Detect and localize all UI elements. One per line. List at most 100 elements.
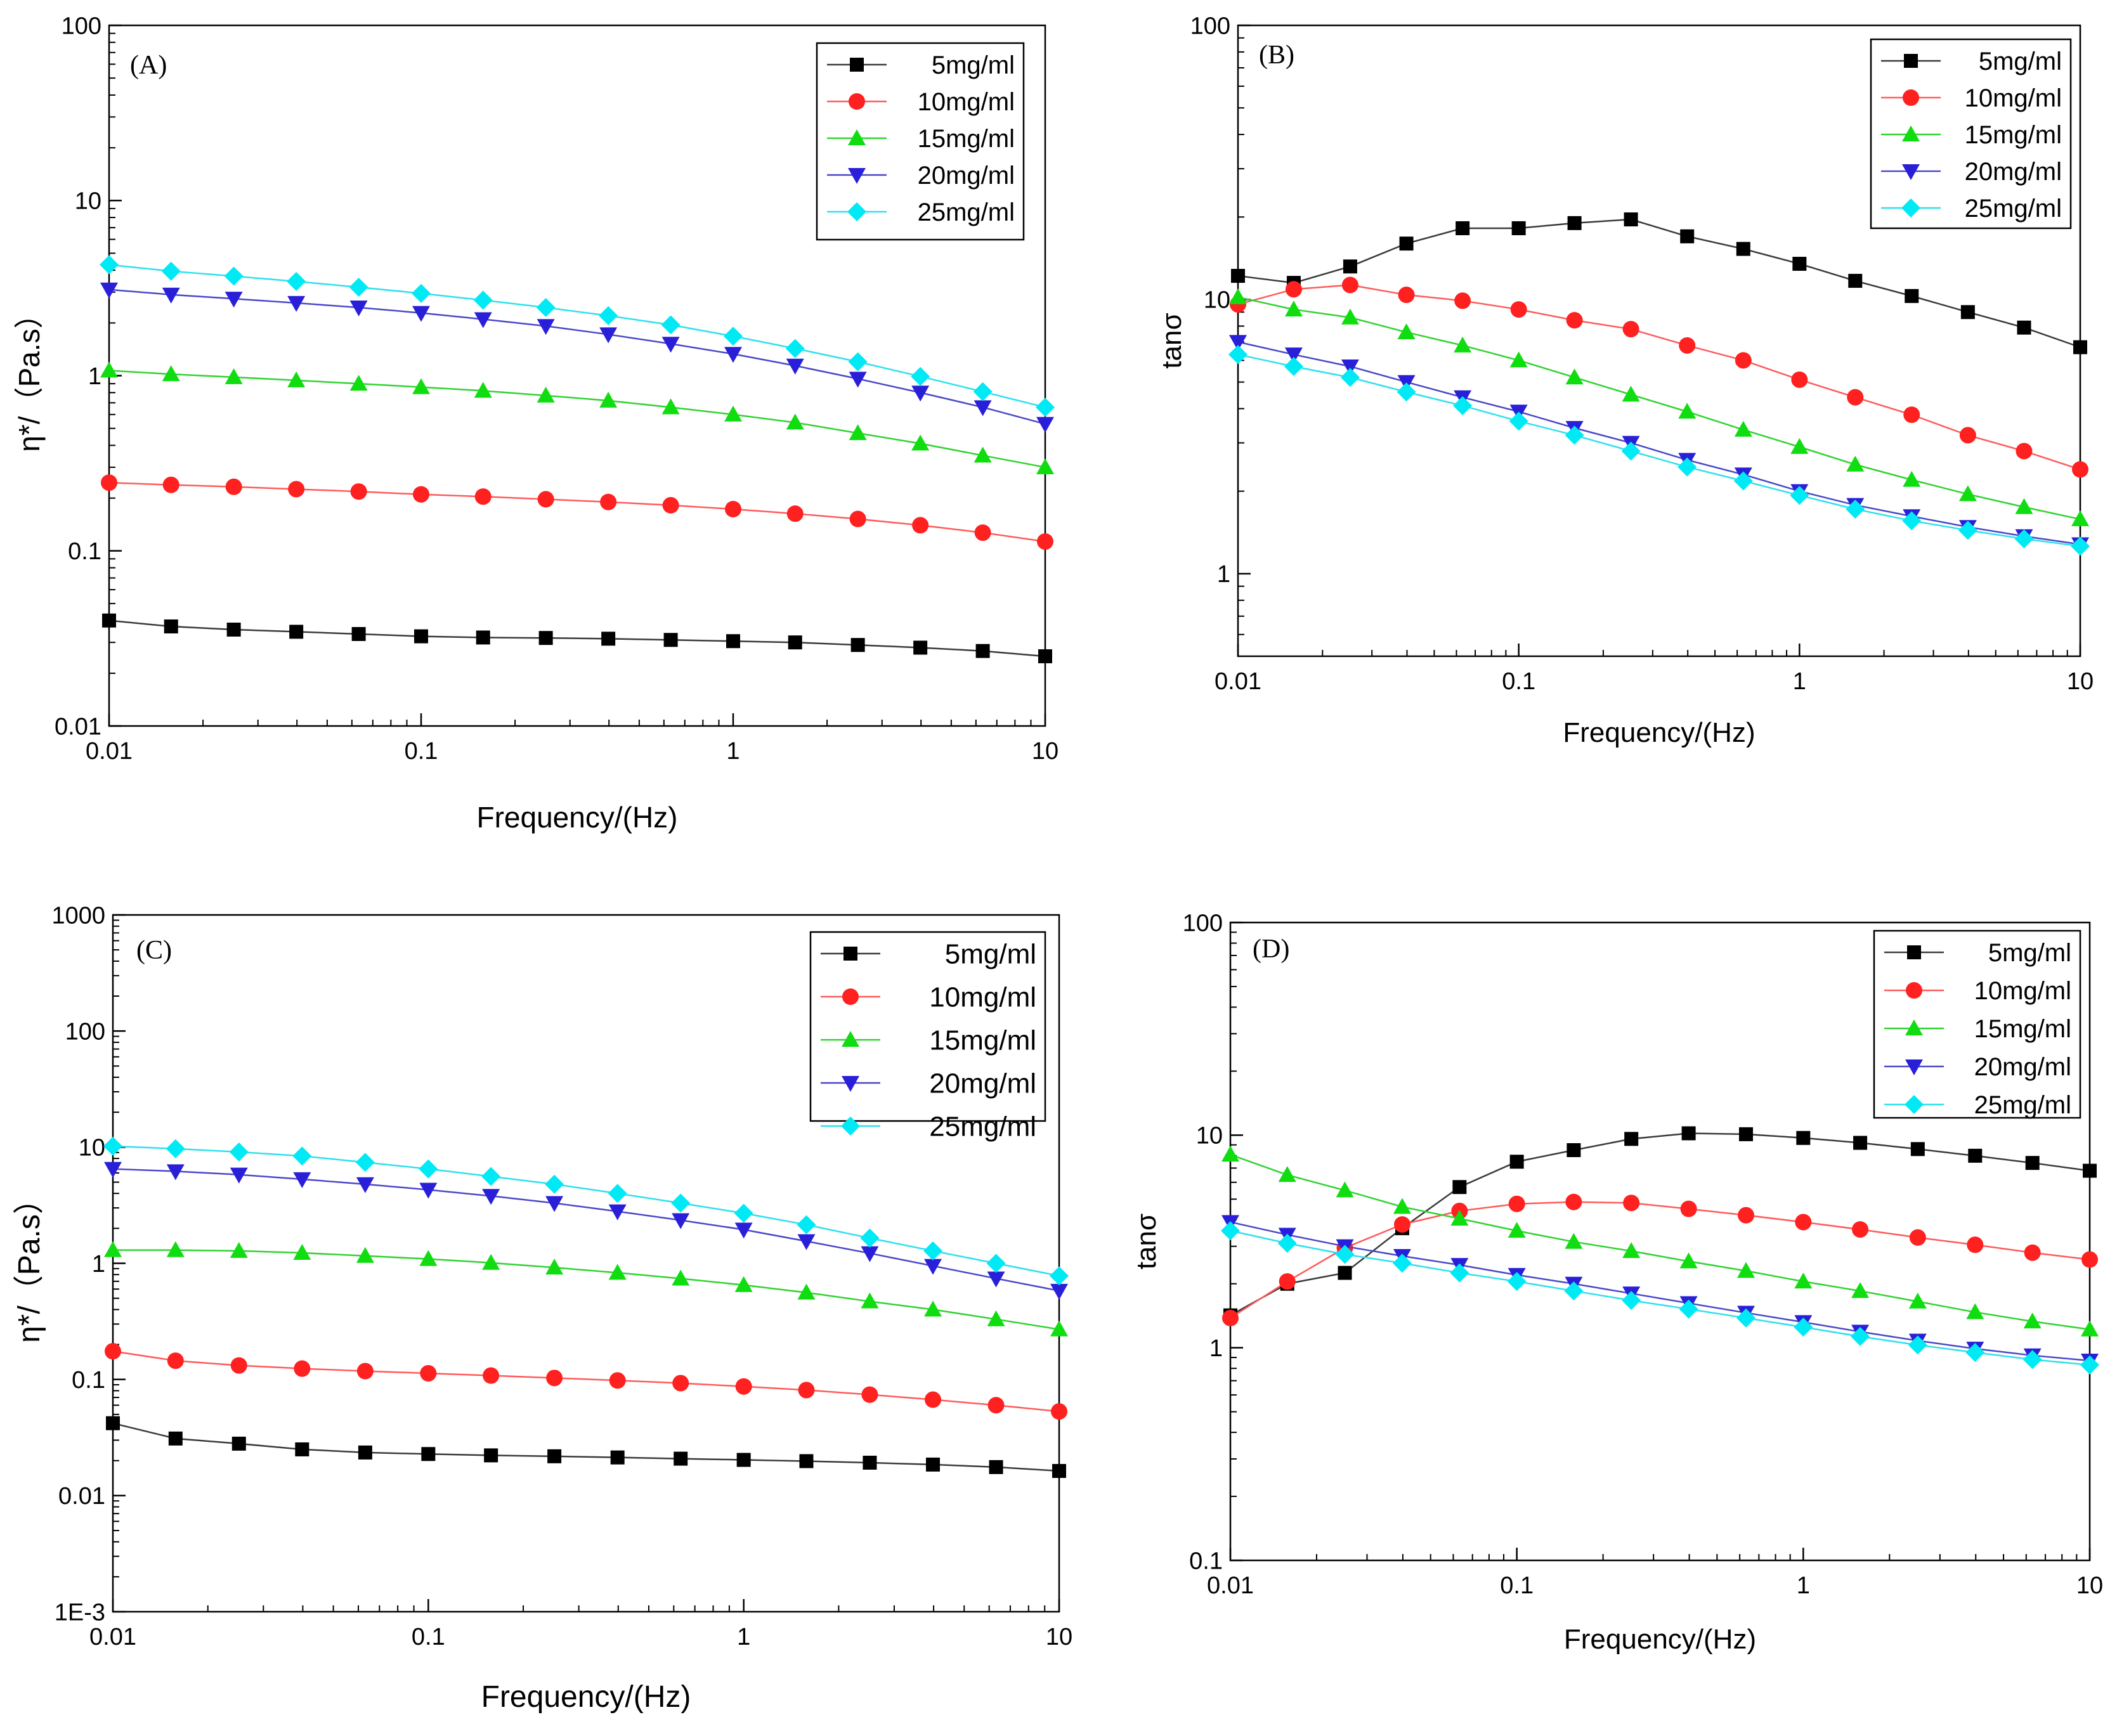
data-point	[295, 1442, 309, 1456]
series-25mg/ml	[1221, 1221, 2099, 1375]
data-point	[1452, 1180, 1467, 1195]
legend-label: 15mg/ml	[929, 1025, 1036, 1056]
data-point	[1284, 347, 1303, 364]
data-point	[1567, 1143, 1581, 1158]
data-point	[1958, 521, 1977, 540]
legend-label: 15mg/ml	[1965, 121, 2062, 149]
data-point	[1397, 323, 1416, 339]
data-point	[671, 1193, 691, 1213]
series-line	[112, 1145, 1060, 1277]
data-point	[1393, 1198, 1411, 1214]
data-point	[849, 424, 867, 441]
series-line	[108, 264, 1046, 408]
legend-item: 20mg/ml	[1881, 158, 2062, 186]
data-point	[289, 625, 304, 639]
data-point	[545, 1259, 564, 1275]
data-point	[1851, 1282, 1870, 1299]
data-point	[2081, 1251, 2098, 1268]
data-point	[1450, 1263, 1469, 1283]
series-5mg/ml	[1223, 1126, 2097, 1323]
y-axis-title: η*/（Pa.s）	[13, 299, 46, 451]
y-tick-label: 1	[88, 363, 101, 390]
x-tick-label: 1	[726, 738, 739, 765]
data-point	[1679, 337, 1696, 354]
data-point	[229, 1142, 249, 1162]
y-tick-label: 10	[79, 1135, 105, 1162]
data-point	[599, 327, 618, 344]
data-point	[413, 486, 429, 503]
data-point	[724, 327, 743, 346]
y-tick-label: 100	[65, 1018, 105, 1045]
data-point	[2080, 1355, 2099, 1375]
data-point	[725, 500, 741, 517]
data-point	[293, 1244, 311, 1260]
data-point	[166, 1241, 185, 1257]
data-point	[1734, 420, 1752, 437]
data-point	[1565, 1233, 1583, 1249]
data-point	[537, 491, 554, 508]
legend-label: 10mg/ml	[918, 88, 1015, 116]
x-axis-title: Frequency/(Hz)	[481, 1680, 691, 1714]
data-point	[484, 1448, 498, 1463]
y-tick-label: 1	[1209, 1335, 1223, 1362]
data-point	[537, 386, 555, 403]
data-point	[419, 1250, 438, 1266]
series-line	[1237, 296, 2081, 521]
data-point	[1846, 455, 1865, 472]
data-point	[1792, 257, 1807, 271]
series-line	[1230, 1153, 2090, 1330]
x-axis-title: Frequency/(Hz)	[477, 801, 678, 834]
legend-marker	[1902, 126, 1920, 141]
data-point	[672, 1213, 690, 1229]
data-point	[663, 633, 678, 647]
data-point	[1622, 1242, 1641, 1259]
series-15mg/ml	[1229, 288, 2089, 526]
legend: 5mg/ml 10mg/ml 15mg/ml 20mg/ml 25mg/ml	[1870, 38, 2072, 230]
data-point	[672, 1375, 689, 1392]
data-point	[2083, 1163, 2097, 1178]
x-tick-label: 1	[1797, 1572, 1810, 1599]
data-point	[161, 261, 181, 281]
data-point	[1038, 649, 1052, 664]
data-point	[1795, 1214, 1812, 1231]
data-point	[293, 1172, 311, 1188]
data-point	[987, 1397, 1005, 1414]
data-point	[1509, 1155, 1524, 1169]
data-point	[736, 1453, 751, 1467]
data-point	[661, 398, 680, 415]
y-axis-title: tanσ	[1131, 1214, 1162, 1269]
x-tick-label: 0.1	[1502, 668, 1535, 695]
data-point	[1566, 312, 1583, 329]
data-point	[1910, 1142, 1925, 1156]
data-point	[230, 1357, 247, 1374]
data-point	[799, 1454, 814, 1468]
data-point	[1853, 1136, 1868, 1150]
data-point	[421, 1447, 436, 1461]
data-point	[1790, 486, 1809, 505]
data-point	[1796, 1130, 1811, 1145]
data-point	[610, 1450, 625, 1465]
legend-label: 10mg/ml	[929, 981, 1036, 1013]
legend-label: 15mg/ml	[918, 125, 1015, 153]
data-point	[294, 1360, 311, 1377]
x-tick-label: 0.1	[1500, 1572, 1534, 1599]
data-point	[162, 365, 180, 382]
data-point	[1037, 533, 1053, 550]
data-point	[1564, 1281, 1584, 1301]
y-tick-label: 0.1	[68, 538, 101, 565]
data-point	[1678, 403, 1697, 419]
data-point	[1739, 1127, 1754, 1141]
plot-frame	[1229, 921, 2091, 1562]
data-point	[351, 626, 366, 641]
legend-marker	[1905, 1095, 1924, 1114]
series-line	[1237, 218, 2081, 348]
legend-label: 10mg/ml	[1974, 977, 2071, 1005]
data-point	[1509, 351, 1528, 368]
legend-label: 5mg/ml	[932, 51, 1015, 79]
legend-marker	[847, 202, 866, 221]
data-point	[166, 1164, 185, 1181]
series-20mg/ml	[100, 282, 1054, 433]
data-point	[2071, 536, 2090, 556]
series-10mg/ml	[101, 474, 1053, 550]
legend-label: 20mg/ml	[1974, 1053, 2071, 1081]
